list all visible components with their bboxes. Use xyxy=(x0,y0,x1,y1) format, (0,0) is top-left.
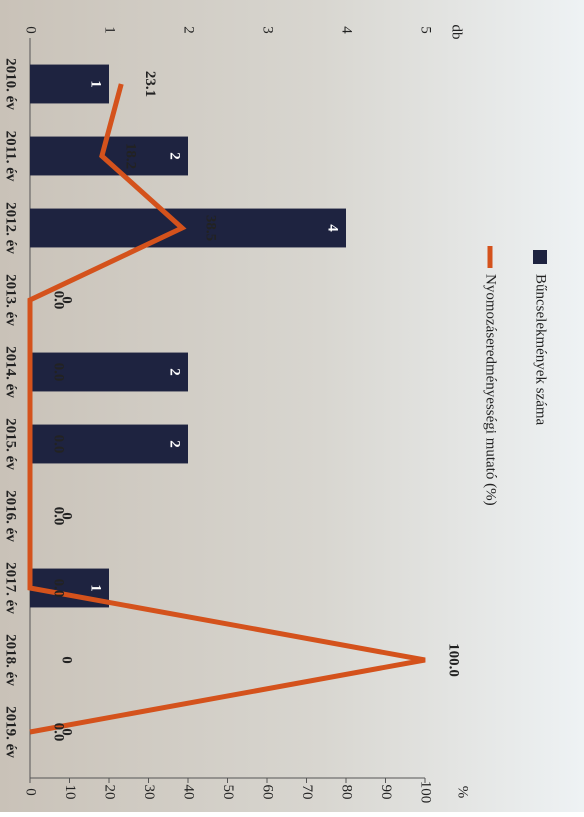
bar-label: 4 xyxy=(325,224,341,232)
x-tick-label: 2016. év xyxy=(3,490,19,542)
y-tick-label: 0 xyxy=(23,26,39,34)
bar-label: 0 xyxy=(59,728,75,736)
bar-label: 0 xyxy=(59,512,75,520)
x-tick-label: 2010. év xyxy=(3,58,19,110)
x-tick-label: 2017. év xyxy=(3,562,19,614)
y-axis-title: db xyxy=(449,25,465,40)
y2-tick-label: 80 xyxy=(339,785,355,800)
y2-tick-label: 20 xyxy=(102,785,118,800)
line-label: 0.0 xyxy=(51,291,67,310)
bar xyxy=(30,64,109,104)
line-label: 0.0 xyxy=(51,507,67,526)
line xyxy=(27,83,426,735)
bar xyxy=(30,136,188,176)
y-tick-label: 3 xyxy=(260,26,276,34)
legend-label: Bűncselekmények száma xyxy=(533,274,549,426)
x-tick-label: 2019. év xyxy=(3,706,19,758)
y2-tick-label: 10 xyxy=(62,785,78,800)
y2-tick-label: 50 xyxy=(220,785,236,800)
y2-tick-label: 0 xyxy=(23,788,39,796)
y-tick-label: 4 xyxy=(339,26,355,34)
y2-tick-label: 40 xyxy=(181,785,197,800)
bar-label: 0 xyxy=(59,656,75,664)
x-tick-label: 2018. év xyxy=(3,634,19,686)
line-label: 23.1 xyxy=(142,71,158,97)
y2-tick-label: 70 xyxy=(299,785,315,800)
bar xyxy=(30,424,188,464)
y-tick-label: 1 xyxy=(102,26,118,34)
bar-label: 2 xyxy=(167,152,183,160)
bar-label: 2 xyxy=(167,368,183,376)
y-tick-label: 5 xyxy=(418,26,434,34)
y2-tick-label: 30 xyxy=(141,785,157,800)
x-tick-label: 2014. év xyxy=(3,346,19,398)
y2-tick-label: 100 xyxy=(418,781,434,804)
x-tick-label: 2012. év xyxy=(3,202,19,254)
line-label: 0.0 xyxy=(51,363,67,382)
line-label: 18.2 xyxy=(122,143,138,169)
line-label: 0.0 xyxy=(51,723,67,742)
bar-label: 1 xyxy=(88,80,104,88)
bar-label: 0 xyxy=(59,296,75,304)
line-label: 0.0 xyxy=(51,579,67,598)
legend-label: Nyomozáseredményességi mutató (%) xyxy=(483,274,499,506)
bar-label: 2 xyxy=(167,440,183,448)
line-label: 0.0 xyxy=(51,435,67,454)
x-tick-label: 2015. év xyxy=(3,418,19,470)
bar xyxy=(30,208,346,248)
line-label: 100.0 xyxy=(446,643,462,677)
y2-tick-label: 90 xyxy=(378,785,394,800)
y2-axis-title: % xyxy=(455,786,471,799)
x-tick-label: 2013. év xyxy=(3,274,19,326)
line-label: 38.5 xyxy=(203,215,219,241)
y-tick-label: 2 xyxy=(181,26,197,34)
x-tick-label: 2011. év xyxy=(3,131,19,182)
legend-swatch xyxy=(533,250,547,264)
bar xyxy=(30,352,188,392)
bar-label: 1 xyxy=(88,584,104,592)
y2-tick-label: 60 xyxy=(260,785,276,800)
